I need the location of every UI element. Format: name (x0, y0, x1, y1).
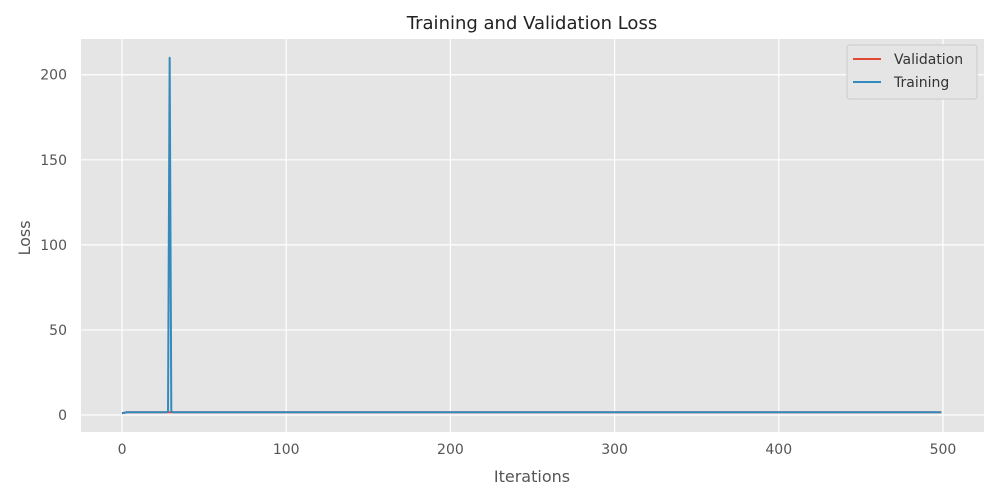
x-tick-label: 200 (437, 442, 464, 458)
plot-area (81, 39, 984, 432)
x-axis-ticks: 0 100 200 300 400 500 (118, 442, 957, 458)
x-tick-label: 300 (601, 442, 628, 458)
x-axis-label: Iterations (494, 467, 570, 486)
legend-label-training: Training (893, 75, 949, 91)
y-tick-label: 0 (58, 408, 67, 424)
series-layer (121, 56, 942, 415)
y-tick-label: 50 (49, 323, 67, 339)
y-axis-label: Loss (15, 220, 34, 255)
x-tick-label: 500 (930, 442, 957, 458)
x-tick-label: 0 (118, 442, 127, 458)
legend: Validation Training (846, 44, 978, 100)
y-tick-label: 150 (40, 153, 67, 169)
x-tick-label: 100 (273, 442, 300, 458)
series-line-training (121, 56, 942, 415)
y-tick-label: 200 (40, 68, 67, 84)
chart-title: Training and Validation Loss (406, 13, 657, 34)
legend-label-validation: Validation (894, 52, 963, 68)
x-tick-label: 400 (765, 442, 792, 458)
y-axis-ticks: 0 50 100 150 200 (40, 68, 67, 424)
grid (81, 39, 984, 432)
y-tick-label: 100 (40, 238, 67, 254)
